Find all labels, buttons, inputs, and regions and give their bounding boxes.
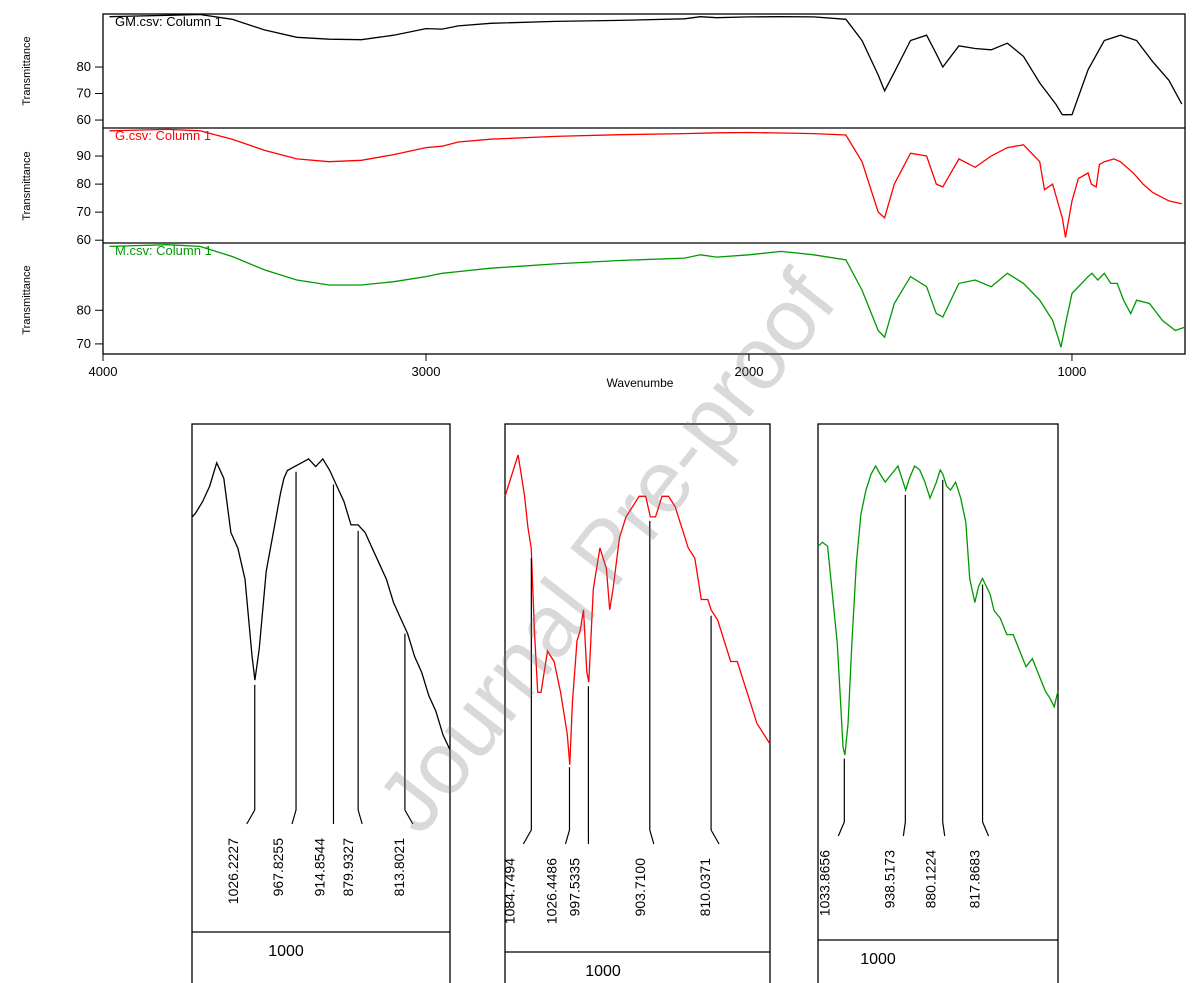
peak-label: 813.8021 [391, 838, 407, 897]
plot-frame [102, 13, 1186, 355]
peak-label: 903.7100 [632, 858, 648, 917]
inset-x-tick: 1000 [585, 963, 621, 980]
y-tick-label: 60 [77, 112, 91, 127]
y-tick-label: 80 [77, 176, 91, 191]
x-tick-label: 4000 [89, 364, 118, 379]
x-tick-label: 3000 [412, 364, 441, 379]
peak-label: 914.8544 [312, 838, 328, 897]
inset-spectrum-line [504, 454, 771, 765]
inset-frame [504, 423, 771, 983]
peak-label: 938.5173 [881, 850, 897, 909]
peak-label: 817.8683 [967, 850, 983, 909]
peak-label: 1026.4486 [544, 858, 560, 924]
peak-marker-lead [982, 821, 990, 837]
peak-label: 997.5335 [566, 858, 582, 917]
inset-g: 1000 [504, 423, 771, 983]
peak-label: 967.8255 [270, 838, 286, 897]
peak-marker-lead [357, 809, 363, 825]
peak-marker-lead [837, 821, 845, 837]
y-axis-label: Transmittance [21, 36, 33, 105]
inset-frame [191, 423, 451, 983]
inset-x-tick: 1000 [268, 943, 304, 960]
spectrum-line [109, 128, 1182, 238]
spectrum-line [109, 244, 1186, 348]
x-tick-label: 2000 [735, 364, 764, 379]
inset-x-tick: 1000 [860, 951, 896, 968]
spectrum-line [109, 13, 1183, 116]
inset-frame [817, 423, 1059, 983]
series-name-m: M.csv: Column 1 [115, 243, 212, 258]
y-tick-label: 60 [77, 232, 91, 247]
peak-marker-lead [902, 821, 906, 837]
y-tick-label: 80 [77, 302, 91, 317]
series-name-g: G.csv: Column 1 [115, 128, 211, 143]
inset-spectrum-line [191, 457, 451, 751]
x-tick-label: 1000 [1057, 364, 1086, 379]
peak-marker-lead [404, 809, 414, 825]
y-axis-label: Transmittance [21, 265, 33, 334]
inset-spectrum-line [817, 464, 1059, 756]
y-tick-label: 70 [77, 86, 91, 101]
peak-marker-lead [710, 829, 720, 845]
peak-marker-lead [291, 809, 297, 825]
y-tick-label: 90 [77, 148, 91, 163]
watermark-text: Journal Pre-proof [358, 252, 855, 849]
peak-label: 1084.7494 [501, 858, 517, 924]
peak-label: 1033.8656 [816, 850, 832, 916]
peak-label: 810.0371 [697, 858, 713, 917]
peak-label: 1026.2227 [225, 838, 241, 904]
peak-marker-lead [522, 829, 532, 845]
inset-m: 1000 [817, 423, 1059, 983]
inset-gm: 1000 [191, 423, 451, 983]
y-tick-label: 70 [77, 204, 91, 219]
y-tick-label: 80 [77, 59, 91, 74]
x-axis-label: Wavenumbe [607, 376, 674, 390]
series-name-gm: GM.csv: Column 1 [115, 14, 222, 29]
peak-marker-lead [564, 829, 571, 845]
peak-marker-lead [246, 809, 256, 825]
peak-label: 880.1224 [923, 850, 939, 909]
main-spectra-chart: 80 70 60 90 80 70 60 80 70 Transmittance Transmi… [21, 13, 1186, 390]
y-axis-label: Transmittance [21, 151, 33, 220]
peak-marker-lead [942, 821, 946, 837]
peak-label: 879.9327 [340, 838, 356, 897]
peak-marker-lead [649, 829, 655, 845]
y-tick-label: 70 [77, 336, 91, 351]
